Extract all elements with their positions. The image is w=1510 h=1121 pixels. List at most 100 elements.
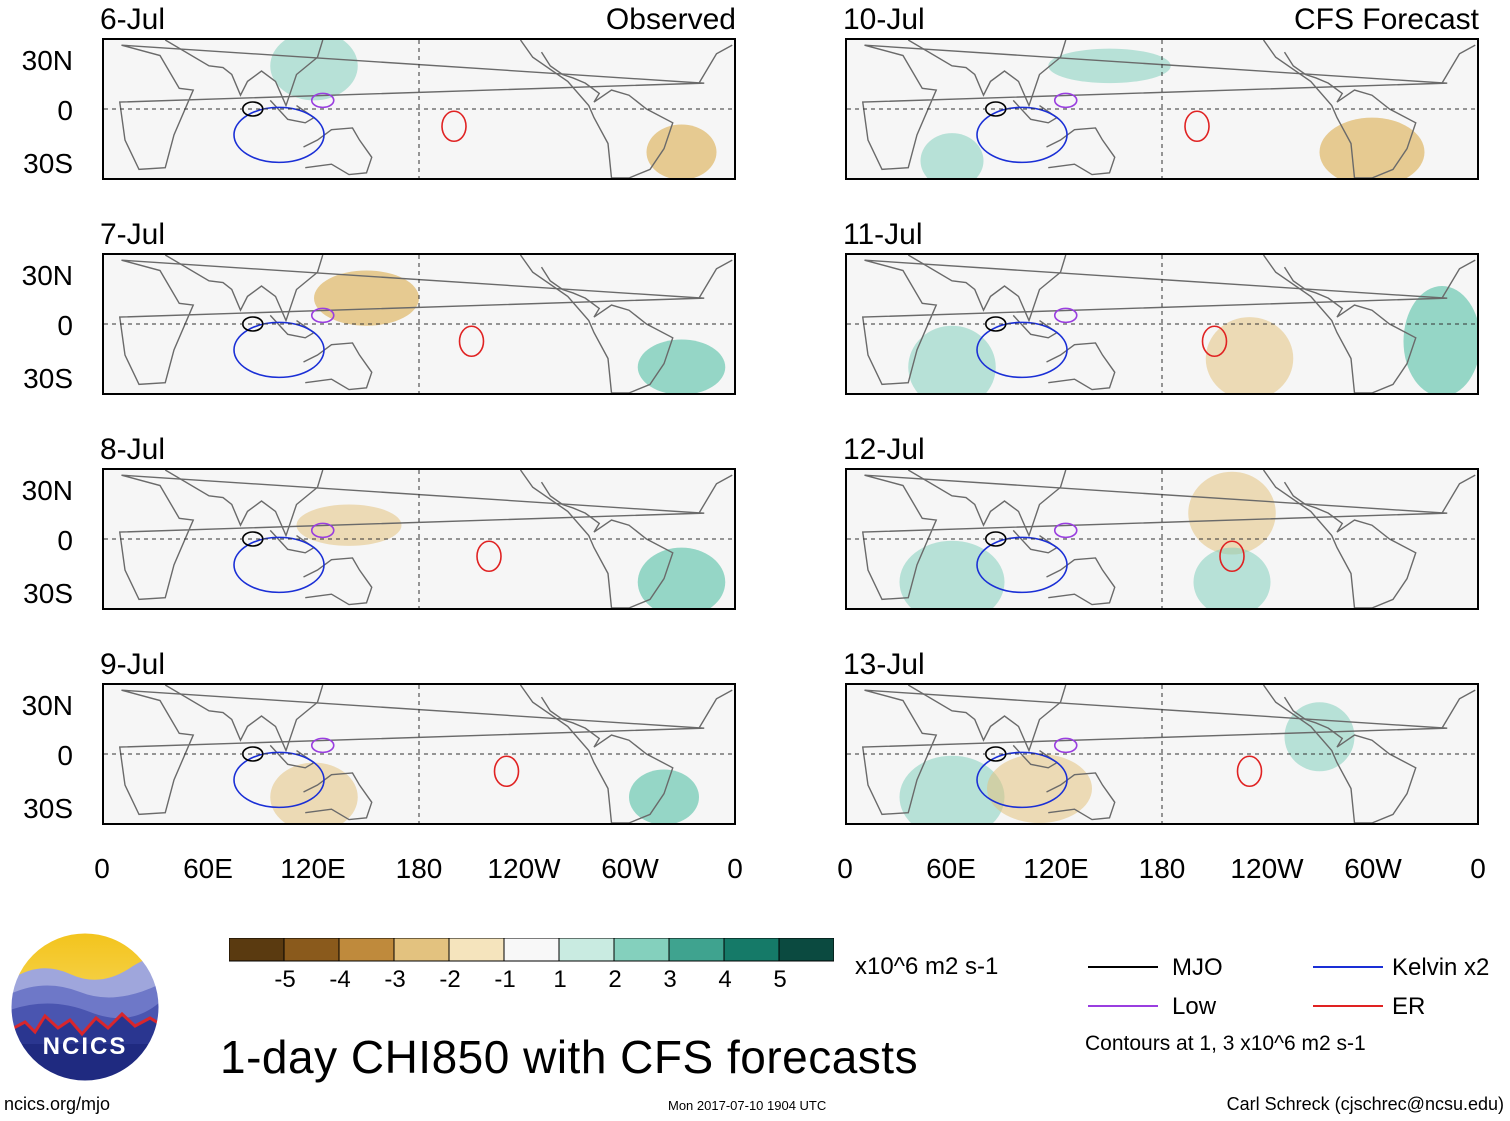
lat-tick-30n: 30N	[21, 45, 73, 76]
anomaly-shading	[646, 124, 717, 178]
contour-line	[310, 737, 335, 754]
coastline	[1262, 685, 1417, 823]
footer-url[interactable]: ncics.org/mjo	[4, 1094, 111, 1114]
legend-label-er: ER	[1392, 993, 1426, 1020]
date-label: 7-Jul	[100, 218, 166, 251]
anomaly-shading	[1048, 48, 1171, 84]
date-label: 11-Jul	[843, 218, 923, 251]
colorbar-label: 4	[718, 966, 732, 993]
contour-line	[233, 536, 325, 594]
legend-label-mjo: MJO	[1172, 954, 1223, 981]
coastline	[1441, 689, 1476, 729]
coastline	[303, 557, 373, 606]
lat-tick-30s: 30S	[23, 793, 73, 824]
legend-label-kelvin: Kelvin x2	[1392, 954, 1490, 981]
map-canvas	[104, 685, 734, 823]
map-canvas	[847, 470, 1477, 608]
lon-tick: 60E	[183, 853, 233, 884]
coastline	[1262, 470, 1417, 608]
date-label: 12-Jul	[843, 433, 925, 466]
anomaly-shading	[270, 762, 358, 823]
contour-line	[976, 751, 1068, 809]
panel-7-jul	[102, 253, 736, 395]
colorbar-swatch	[503, 938, 560, 962]
coastline	[303, 342, 373, 391]
coastline	[519, 40, 674, 178]
ncics-logo: NCICS	[10, 932, 160, 1082]
date-label: 10-Jul	[843, 3, 925, 36]
panel-6-jul	[102, 38, 736, 180]
coastline	[907, 40, 1067, 108]
coastline	[164, 685, 324, 753]
colorbar	[229, 938, 834, 962]
lon-tick: 180	[395, 853, 443, 884]
lat-tick-0: 0	[57, 95, 73, 126]
anomaly-shading	[629, 769, 699, 823]
coastline	[164, 470, 324, 538]
panel-9-jul	[102, 683, 736, 825]
contour-line	[441, 110, 467, 143]
lat-tick-0: 0	[57, 525, 73, 556]
colorbar-swatch	[338, 938, 395, 962]
map-canvas	[847, 255, 1477, 393]
anomaly-shading	[1205, 317, 1294, 393]
anomaly-shading	[270, 40, 358, 101]
coastline	[1012, 99, 1059, 124]
coastline	[1441, 259, 1476, 299]
lat-tick-30n: 30N	[21, 690, 73, 721]
colorbar-label: -4	[329, 966, 351, 993]
contour-line	[458, 325, 485, 358]
colorbar-swatch	[778, 938, 834, 962]
panel-10-jul	[845, 38, 1479, 180]
coastline	[1262, 255, 1417, 393]
coastline	[1262, 40, 1417, 178]
coastline	[698, 474, 733, 514]
coastline	[519, 470, 674, 608]
lon-tick: 0	[1470, 853, 1486, 884]
cfs-forecast-label: CFS Forecast	[1293, 3, 1479, 36]
lat-tick-0: 0	[57, 740, 73, 771]
panel-12-jul	[845, 468, 1479, 610]
colorbar-label: 2	[608, 966, 622, 993]
anomaly-shading	[908, 325, 996, 393]
coastline	[303, 127, 373, 176]
lon-tick: 180	[1138, 853, 1186, 884]
map-canvas	[104, 40, 734, 178]
map-canvas	[104, 470, 734, 608]
anomaly-shading	[987, 754, 1092, 823]
lon-tick: 60W	[601, 853, 659, 884]
coastline	[1046, 557, 1116, 606]
lat-tick-30n: 30N	[21, 475, 73, 506]
lon-tick: 120E	[1023, 853, 1089, 884]
anomaly-shading	[1193, 547, 1271, 608]
colorbar-swatch	[613, 938, 670, 962]
anomaly-shading	[314, 270, 419, 326]
coastline	[1046, 127, 1116, 176]
colorbar-label: 3	[663, 966, 677, 993]
lon-tick: 0	[94, 853, 110, 884]
anomaly-shading	[920, 133, 984, 178]
lat-tick-30s: 30S	[23, 148, 73, 179]
footer-timestamp: Mon 2017-07-10 1904 UTC	[668, 1098, 827, 1113]
colorbar-swatch	[393, 938, 450, 962]
colorbar-swatch	[448, 938, 505, 962]
panel-8-jul	[102, 468, 736, 610]
legend-line-mjo	[1088, 966, 1158, 968]
colorbar-swatch	[558, 938, 615, 962]
colorbar-label: -5	[274, 966, 296, 993]
units-label: x10^6 m2 s-1	[855, 953, 999, 980]
coastline	[698, 44, 733, 84]
coastline	[907, 255, 1067, 323]
coastline	[164, 40, 324, 108]
lat-tick-30n: 30N	[21, 260, 73, 291]
coastline	[118, 44, 705, 171]
coastline	[519, 255, 674, 393]
coastline	[861, 259, 1448, 386]
contour-line	[1053, 307, 1078, 324]
contour-line	[233, 106, 325, 164]
observed-label: Observed	[605, 3, 736, 36]
lon-tick: 0	[837, 853, 853, 884]
coastline	[698, 689, 733, 729]
map-canvas	[847, 40, 1477, 178]
coastline	[519, 685, 674, 823]
